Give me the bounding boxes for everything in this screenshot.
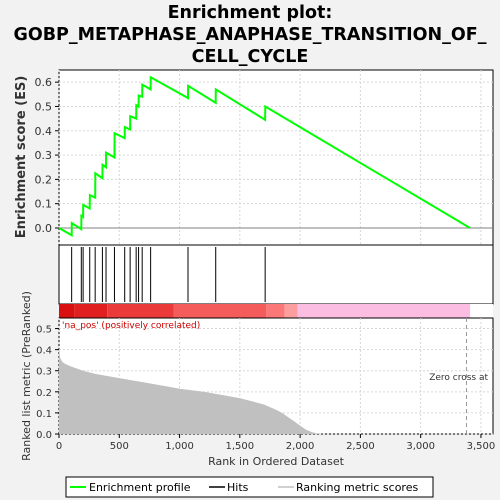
es-y-axis-label: Enrichment score (ES) xyxy=(14,76,29,239)
metric-y-ticks: 0.0 0.1 0.2 0.3 0.4 0.5 xyxy=(36,325,59,441)
chart-title-line-1: Enrichment plot: xyxy=(167,3,333,23)
rank-bar-segment xyxy=(173,304,267,318)
es-y-tick-label: 0.0 xyxy=(35,222,53,235)
rank-bar-segment xyxy=(59,304,75,318)
x-tick-label: 0 xyxy=(56,441,62,452)
es-y-tick-label: 0.6 xyxy=(35,76,53,89)
hits-marks xyxy=(71,247,266,302)
metric-y-tick-label: 0.1 xyxy=(36,409,52,420)
rank-bar-segment xyxy=(74,304,108,318)
es-y-ticks: 0.0 0.1 0.2 0.3 0.4 0.5 0.6 xyxy=(35,76,59,235)
metric-y-tick-label: 0.3 xyxy=(36,367,52,378)
metric-y-tick-label: 0.0 xyxy=(36,430,52,441)
legend-es-label: Enrichment profile xyxy=(89,481,191,494)
metric-y-axis-label: Ranked list metric (PreRanked) xyxy=(20,291,33,461)
metric-y-tick-label: 0.4 xyxy=(36,346,52,357)
chart-title-line-2: GOBP_METAPHASE_ANAPHASE_TRANSITION_OF_ xyxy=(13,25,487,45)
x-tick-label: 1,500 xyxy=(226,441,255,452)
rank-bar-segment xyxy=(297,304,471,318)
x-tick-label: 3,500 xyxy=(467,441,496,452)
hits-panel xyxy=(58,244,494,305)
legend: Enrichment profile Hits Ranking metric s… xyxy=(65,476,434,498)
es-y-tick-label: 0.4 xyxy=(35,125,53,138)
metric-y-tick-label: 0.5 xyxy=(36,325,52,336)
rank-bar-segment xyxy=(266,304,285,318)
legend-metric-label: Ranking metric scores xyxy=(296,481,418,494)
rank-colour-bar xyxy=(59,304,493,318)
x-tick-label: 2,000 xyxy=(286,441,315,452)
chart-title: Enrichment plot: GOBP_METAPHASE_ANAPHASE… xyxy=(0,2,500,68)
x-tick-label: 1,000 xyxy=(165,441,194,452)
x-tick-label: 2,500 xyxy=(346,441,375,452)
x-axis-label: Rank in Ordered Dataset xyxy=(208,455,345,468)
es-profile-line xyxy=(58,75,471,238)
positive-correlation-label: 'na_pos' (positively correlated) xyxy=(62,321,200,331)
zero-cross-label: Zero cross at xyxy=(429,373,488,383)
es-y-tick-label: 0.2 xyxy=(35,173,53,186)
chart-title-line-3: CELL_CYCLE xyxy=(191,47,309,67)
es-panel: 0.0 0.1 0.2 0.3 0.4 0.5 0.6 Enrichment score (… xyxy=(14,69,494,246)
hits-plot-area xyxy=(58,244,494,305)
x-tick-label: 3,000 xyxy=(406,441,435,452)
metric-area xyxy=(59,347,471,434)
es-plot-area xyxy=(58,69,494,246)
legend-box xyxy=(65,476,434,498)
metric-panel: 'na_pos' (positively correlated) Zero cr… xyxy=(20,291,495,468)
rank-bar-segment xyxy=(107,304,174,318)
es-y-tick-label: 0.5 xyxy=(35,100,53,113)
rank-bar-segment xyxy=(284,304,298,318)
es-y-tick-label: 0.3 xyxy=(35,149,53,162)
metric-y-tick-label: 0.2 xyxy=(36,388,52,399)
legend-hits-label: Hits xyxy=(227,481,249,494)
x-tick-label: 500 xyxy=(110,441,129,452)
es-y-tick-label: 0.1 xyxy=(35,198,53,211)
x-ticks: 0 500 1,000 1,500 2,000 2,500 3,000 3,500 xyxy=(56,434,495,452)
